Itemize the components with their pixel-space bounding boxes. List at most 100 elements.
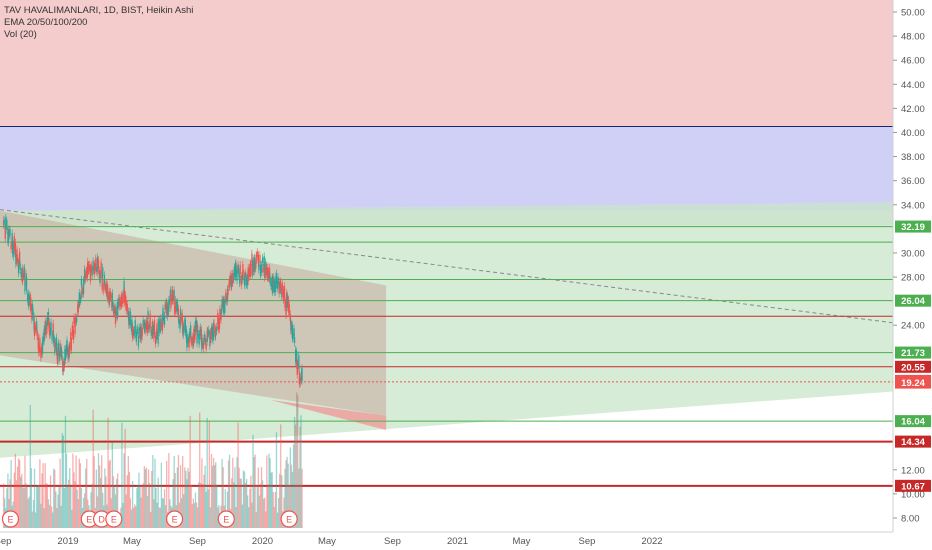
volume-bar [153,499,155,528]
volume-bar [209,507,212,528]
candle-body [169,289,172,297]
candle-body [135,335,137,342]
price-label: 16.04 [901,417,925,428]
volume-bar [248,507,250,528]
y-tick-label: 50.00 [901,8,925,19]
event-marker[interactable] [1,510,20,528]
candle-body [82,279,85,294]
volume-bar [16,466,19,528]
candle-body [297,363,299,370]
volume-bar [133,507,135,528]
candle-body [217,318,220,330]
volume-bar [105,476,107,528]
candle-body [59,343,61,358]
candle-body [203,334,206,342]
candle-body [162,308,164,321]
candle-body [18,251,21,265]
volume-bar [265,511,267,528]
volume-bar [162,498,165,528]
time-axis[interactable] [0,532,893,550]
volume-bar [204,465,206,528]
volume-bar [109,459,111,528]
candle-body [244,272,247,278]
volume-bar [274,491,277,528]
candle-body [133,330,135,337]
price-label-box [895,346,931,359]
candle-body [176,301,179,312]
volume-bar [245,479,248,528]
event-marker[interactable] [105,510,123,528]
candle-body [28,294,30,302]
x-tick-label: Sep [384,536,401,547]
volume-bar [29,404,31,528]
volume-bar [32,500,35,528]
candle-body [7,229,10,244]
volume-bar [27,498,29,528]
candle-body [13,236,15,251]
candle-body [134,320,136,335]
candle-body [80,294,82,300]
candle-body [294,349,297,363]
candle-body [158,319,160,330]
chart-title[interactable]: TAV HAVALIMANLARI, 1D, BIST, Heikin Ashi [4,5,194,16]
volume-bar [235,507,237,528]
volume-bar [45,483,47,528]
candle-body [90,265,93,272]
price-axis[interactable] [893,0,932,550]
candle-body [184,319,186,333]
volume-bar [147,469,150,528]
candle-body [221,299,223,307]
candle-body [50,321,52,332]
candle-body [31,307,33,320]
candle-body [150,330,152,336]
candle-body [25,276,28,291]
volume-bar [300,415,302,528]
candle-body [269,275,271,282]
volume-bar [66,486,69,528]
candle-body [34,325,37,331]
candle-body [69,345,71,353]
chart-legend: TAV HAVALIMANLARI, 1D, BIST, Heikin Ashi… [4,5,193,41]
candle-body [144,322,146,329]
volume-bar [155,488,157,528]
candle-body [129,311,132,325]
candle-body [202,342,205,349]
volume-bar [273,506,275,528]
candle-body [43,329,45,342]
volume-bar [55,491,57,528]
candle-body [268,267,271,280]
volume-bar [293,416,296,528]
volume-bar [86,458,88,528]
volume-bar [107,417,109,528]
event-marker[interactable] [280,510,298,528]
price-label-box [895,360,931,373]
volume-bar [182,456,184,528]
candle-body [100,262,102,275]
candle-body [117,302,119,316]
volume-bar [34,512,37,528]
candle-body [149,313,151,328]
volume-bar [59,458,61,528]
volume-bar [206,417,208,528]
volume-bar [62,435,64,528]
candle-body [130,323,133,332]
candle-body [291,325,294,339]
candle-body [191,336,193,346]
volume-bar [250,475,252,528]
price-label: 32.19 [901,222,925,233]
volume-bar [150,511,152,528]
volume-bar [28,496,30,528]
candle-body [260,264,263,273]
candle-body [115,305,117,317]
candle-body [253,257,256,272]
candle-body [296,351,298,366]
candle-body [104,284,107,290]
event-marker[interactable] [165,510,184,528]
candle-body [137,335,140,347]
ema-indicator-label[interactable]: EMA 20/50/100/200 [4,17,88,28]
candle-body [20,271,22,278]
volume-indicator-label[interactable]: Vol (20) [4,29,37,40]
candle-body [161,317,164,331]
event-marker[interactable] [217,510,235,528]
